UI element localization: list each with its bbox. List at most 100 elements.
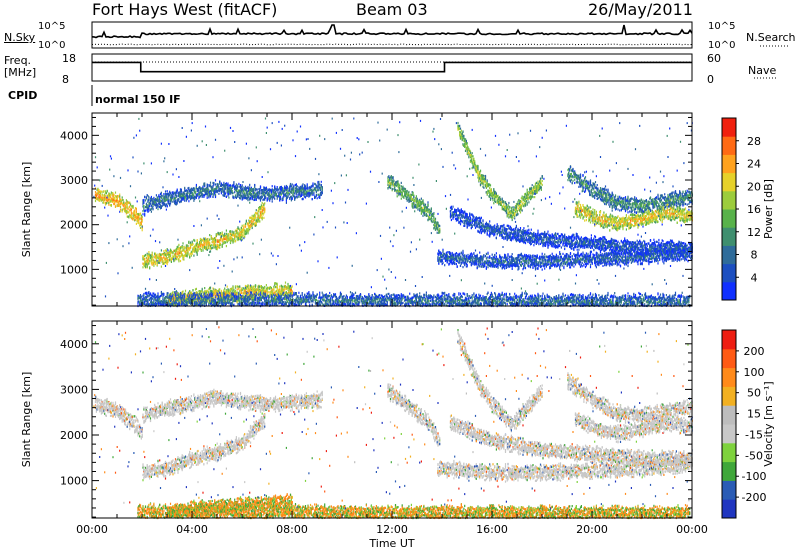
range-cell xyxy=(169,301,171,304)
range-cell xyxy=(215,234,217,237)
range-cell xyxy=(229,126,232,129)
range-cell xyxy=(158,201,160,205)
range-cell xyxy=(163,303,165,306)
range-cell xyxy=(113,196,115,199)
range-cell xyxy=(144,261,146,264)
range-cell xyxy=(169,254,172,257)
range-cell xyxy=(170,303,172,306)
range-cell xyxy=(206,217,208,220)
range-cell xyxy=(109,193,111,196)
range-cell xyxy=(186,193,188,196)
range-cell xyxy=(138,216,140,220)
range-cell xyxy=(161,204,163,208)
range-cell xyxy=(159,261,161,264)
range-cell xyxy=(154,197,157,201)
range-cell xyxy=(221,297,223,300)
range-cell xyxy=(179,302,182,305)
range-cell xyxy=(97,190,99,193)
range-cell xyxy=(217,294,219,297)
range-cell xyxy=(212,299,214,302)
range-cell xyxy=(192,187,194,190)
range-cell xyxy=(231,230,233,233)
range-cell xyxy=(197,243,199,246)
range-cell xyxy=(138,295,140,298)
range-cell xyxy=(135,208,137,211)
range-cell xyxy=(137,300,139,304)
range-cell xyxy=(174,299,176,303)
range-cell xyxy=(169,191,171,194)
range-cell xyxy=(174,202,176,205)
range-cell xyxy=(208,296,210,300)
range-cell xyxy=(194,249,196,252)
range-cell xyxy=(182,296,184,299)
range-cell xyxy=(151,200,153,203)
range-cell xyxy=(209,195,212,198)
range-cell xyxy=(181,295,183,299)
range-cell xyxy=(142,199,144,202)
range-cell xyxy=(148,295,150,298)
range-cell xyxy=(196,193,198,196)
range-cell xyxy=(164,257,167,260)
range-cell xyxy=(205,192,207,195)
range-cell xyxy=(118,204,120,207)
range-cell xyxy=(237,185,239,188)
range-cell xyxy=(282,285,284,288)
range-cell xyxy=(203,239,205,242)
range-cell xyxy=(184,189,187,192)
range-cell xyxy=(100,197,102,201)
range-cell xyxy=(206,196,208,199)
range-cell xyxy=(185,302,187,306)
range-cell xyxy=(214,289,217,292)
range-cell xyxy=(200,302,202,305)
range-cell xyxy=(224,302,227,305)
range-cell xyxy=(183,256,185,259)
range-cell xyxy=(225,195,227,198)
range-cell xyxy=(186,196,188,199)
range-cell xyxy=(178,260,180,263)
range-cell xyxy=(161,258,163,261)
range-cell xyxy=(204,301,206,305)
range-cell xyxy=(216,233,218,236)
range-cell xyxy=(136,217,138,220)
range-cell xyxy=(198,191,200,194)
range-cell xyxy=(154,199,156,202)
range-cell xyxy=(149,293,151,296)
range-cell xyxy=(217,301,219,304)
range-cell xyxy=(174,191,176,194)
range-cell xyxy=(244,235,246,238)
range-cell xyxy=(166,257,168,260)
range-cell xyxy=(176,252,178,255)
range-cell xyxy=(217,189,219,192)
range-cell xyxy=(167,196,169,199)
range-cell xyxy=(152,208,154,211)
range-cell xyxy=(183,192,185,195)
range-cell xyxy=(200,238,202,241)
range-cell xyxy=(143,207,145,210)
range-cell xyxy=(226,186,228,189)
range-cell xyxy=(179,295,182,298)
range-cell xyxy=(197,297,199,300)
range-cell xyxy=(241,184,243,187)
range-cell xyxy=(142,210,144,213)
range-cell xyxy=(264,195,267,199)
range-cell xyxy=(189,244,192,247)
range-cell xyxy=(191,188,193,192)
range-cell xyxy=(182,198,184,201)
range-cell xyxy=(180,297,182,300)
range-cell xyxy=(173,258,175,261)
range-cell xyxy=(196,299,198,302)
range-cell xyxy=(189,301,192,304)
range-cell xyxy=(199,200,201,203)
range-cell xyxy=(106,190,108,193)
range-cell xyxy=(224,188,226,191)
range-cell xyxy=(217,243,219,247)
range-cell xyxy=(221,238,223,242)
range-cell xyxy=(147,298,149,302)
range-cell xyxy=(149,254,152,257)
range-cell xyxy=(151,298,153,301)
range-cell xyxy=(162,203,164,206)
range-cell xyxy=(114,195,117,198)
range-cell xyxy=(160,300,162,303)
range-cell xyxy=(213,243,215,246)
range-cell xyxy=(203,237,205,240)
